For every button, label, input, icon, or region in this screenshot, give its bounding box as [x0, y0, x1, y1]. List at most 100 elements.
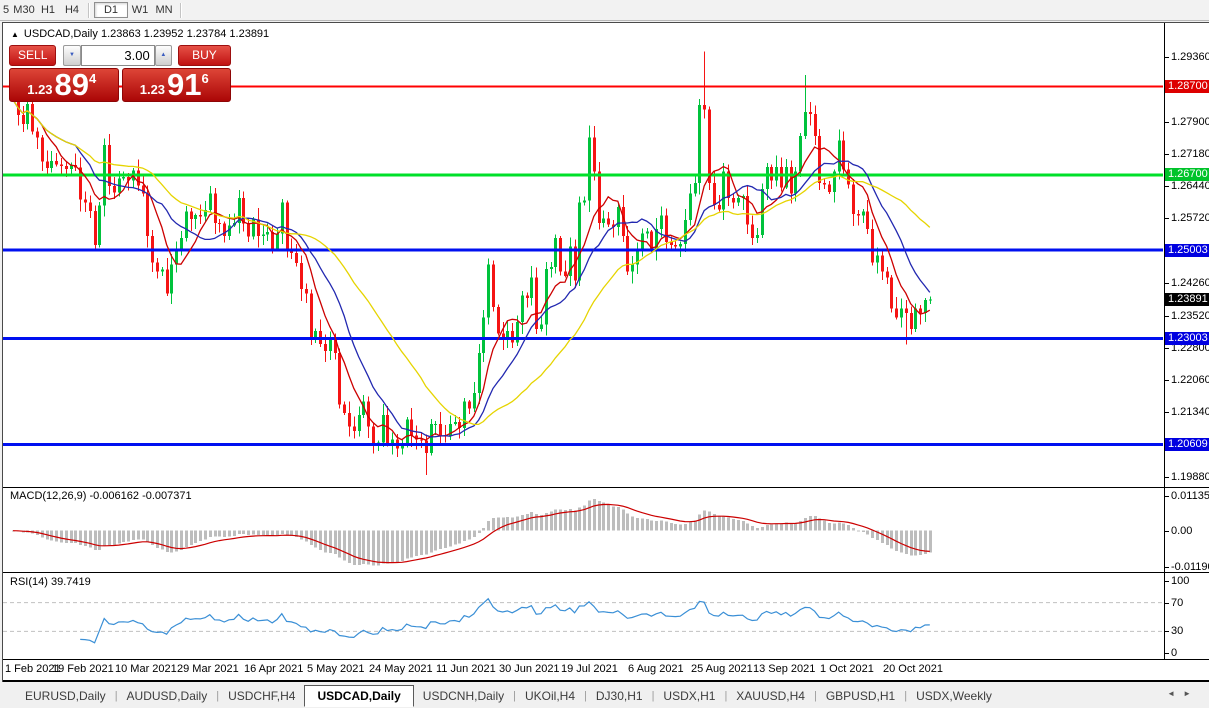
macd-tick: 0.00: [1165, 525, 1192, 537]
rsi-tick: 100: [1165, 575, 1189, 587]
rsi-tick: 70: [1165, 597, 1183, 609]
chart-tab-usdcnh[interactable]: USDCNH,Daily: [422, 688, 505, 703]
chart-tab-xauusd[interactable]: XAUUSD,H4: [736, 688, 805, 703]
tab-separator: |: [651, 689, 655, 702]
date-label: 19 Jul 2021: [561, 663, 618, 675]
price-badge: 1.25003: [1165, 244, 1209, 257]
period-button-5[interactable]: 5: [2, 4, 10, 16]
tick-mark: [1165, 530, 1169, 532]
tab-separator: |: [724, 689, 728, 702]
tab-scroll-right-icon[interactable]: ►: [1183, 689, 1199, 698]
tick-mark: [1165, 476, 1169, 478]
chart-tab-usdx[interactable]: USDX,H1: [663, 688, 716, 703]
price-tick: 1.22060: [1165, 374, 1209, 386]
tick-mark: [1165, 379, 1169, 381]
price-tick: 1.19880: [1165, 471, 1209, 483]
chart-tab-ukoil[interactable]: UKOil,H4: [525, 688, 576, 703]
ma-line-14: [12, 99, 931, 438]
chart-plot-area[interactable]: [3, 23, 1209, 682]
period-button-d1[interactable]: D1: [94, 2, 128, 18]
date-label: 20 Oct 2021: [883, 663, 943, 675]
ask-price-tile[interactable]: 1.23 91 6: [121, 68, 231, 102]
chart-tab-dj30[interactable]: DJ30,H1: [595, 688, 643, 703]
chart-ohlc-values: 1.23863 1.23952 1.23784 1.23891: [100, 28, 270, 40]
price-axis-separator[interactable]: [1164, 23, 1165, 659]
volume-decrease-button[interactable]: ▼: [63, 45, 81, 66]
bid-pip-digit: 4: [89, 71, 97, 86]
price-badge: 1.20609: [1165, 438, 1209, 451]
tick-mark: [1165, 411, 1169, 413]
price-tick: 1.29360: [1165, 51, 1209, 63]
price-badge: 1.28700: [1165, 80, 1209, 93]
period-button-w1[interactable]: W1: [131, 4, 149, 16]
tab-scroll-arrows: ◄►: [1167, 689, 1199, 698]
date-label: 25 Aug 2021: [691, 663, 753, 675]
price-tick: 1.25720: [1165, 212, 1209, 224]
period-button-mn[interactable]: MN: [155, 4, 173, 16]
toolbar-separator: [88, 2, 90, 18]
tick-mark: [1165, 282, 1169, 284]
date-label: 5 May 2021: [307, 663, 365, 675]
bid-prefix: 1.23: [27, 82, 53, 97]
chart-tab-gbpusd[interactable]: GBPUSD,H1: [825, 688, 896, 703]
tick-mark: [1165, 566, 1169, 568]
rsi-line: [80, 597, 930, 644]
price-tick: 1.23520: [1165, 310, 1209, 322]
tick-mark: [1165, 347, 1169, 349]
period-button-h4[interactable]: H4: [64, 4, 80, 16]
tab-separator: |: [904, 689, 908, 702]
tab-separator: |: [584, 689, 587, 702]
macd-indicator-label: MACD(12,26,9) -0.006162 -0.007371: [10, 490, 192, 502]
chart-tab-audusd[interactable]: AUDUSD,Daily: [126, 688, 208, 703]
chart-tab-usdcad[interactable]: USDCAD,Daily: [304, 684, 414, 707]
tab-scroll-left-icon[interactable]: ◄: [1167, 689, 1184, 698]
buy-button[interactable]: BUY: [177, 45, 231, 66]
chart-tab-usdx[interactable]: USDX,Weekly: [916, 688, 992, 703]
tick-mark: [1165, 121, 1169, 123]
chart-tab-eurusd[interactable]: EURUSD,Daily: [25, 688, 106, 703]
tick-mark: [1165, 602, 1169, 604]
price-tick: 1.24260: [1165, 277, 1209, 289]
horizontal-lines-layer: [3, 85, 1163, 447]
tick-mark: [1165, 630, 1169, 632]
chart-tab-usdchf[interactable]: USDCHF,H4: [228, 688, 296, 703]
macd-tick: 0.01135: [1165, 490, 1209, 502]
tab-separator: |: [813, 689, 817, 702]
panel-separator-macd[interactable]: [3, 487, 1209, 488]
tick-mark: [1165, 495, 1169, 497]
tick-mark: [1165, 580, 1169, 582]
period-button-m30[interactable]: M30: [13, 4, 35, 16]
panel-separator-dates: [3, 659, 1209, 660]
tab-separator: |: [216, 689, 220, 702]
chart-symbol-label: USDCAD,Daily: [23, 28, 98, 40]
rsi-tick: 0: [1165, 647, 1177, 659]
panel-separator-rsi[interactable]: [3, 572, 1209, 573]
date-label: 1 Feb 2021: [5, 663, 61, 675]
macd-tick: -0.011904: [1165, 561, 1209, 573]
tick-mark: [1165, 315, 1169, 317]
tick-mark: [1165, 652, 1169, 654]
tick-mark: [1165, 56, 1169, 58]
rsi-tick: 30: [1165, 625, 1183, 637]
toolbar-separator: [180, 2, 182, 18]
bid-big-digits: 89: [54, 67, 90, 102]
bid-price-tile[interactable]: 1.23 89 4: [9, 68, 119, 102]
period-button-h1[interactable]: H1: [40, 4, 56, 16]
macd-histogram: [12, 498, 932, 566]
volume-increase-button[interactable]: ▲: [154, 45, 172, 66]
rsi-indicator-label: RSI(14) 39.7419: [10, 576, 91, 588]
price-tick: 1.22800: [1165, 342, 1209, 354]
sell-button[interactable]: SELL: [9, 45, 57, 66]
date-label: 1 Oct 2021: [820, 663, 874, 675]
chart-window[interactable]: ▲ USDCAD,Daily 1.23863 1.23952 1.23784 1.…: [2, 22, 1209, 682]
date-label: 30 Jun 2021: [499, 663, 560, 675]
chart-title: ▲ USDCAD,Daily 1.23863 1.23952 1.23784 1.…: [11, 28, 269, 40]
date-label: 29 Mar 2021: [177, 663, 239, 675]
symbol-tab-bar: EURUSD,Daily | AUDUSD,Daily | USDCHF,H4 USDCA…: [0, 683, 1209, 708]
price-tick: 1.27180: [1165, 148, 1209, 160]
volume-input[interactable]: 3.00: [80, 45, 155, 66]
price-badge: 1.23003: [1165, 332, 1209, 345]
ask-pip-digit: 6: [201, 71, 209, 86]
collapse-triangle-icon[interactable]: ▲: [11, 30, 19, 39]
window-bottom-border: [3, 680, 1209, 682]
